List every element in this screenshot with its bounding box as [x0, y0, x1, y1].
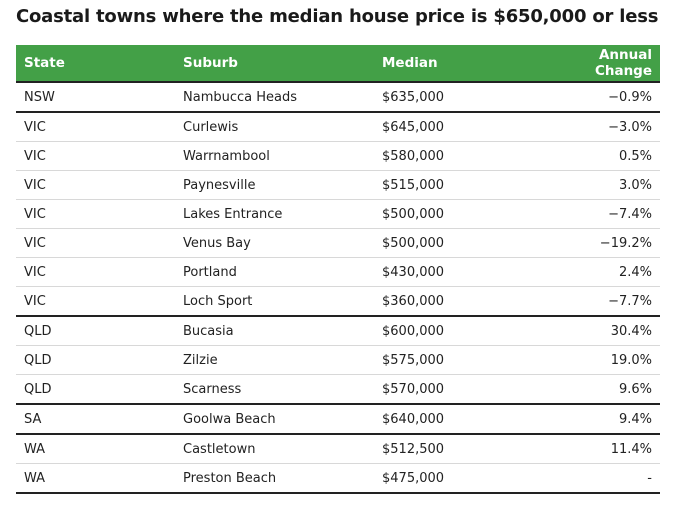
cell-annual-change: - [535, 463, 660, 494]
table-row: VIC Lakes Entrance $500,000 −7.4% [16, 199, 660, 229]
table-row: VIC Loch Sport $360,000 −7.7% [16, 286, 660, 317]
cell-median: $512,500 [374, 434, 535, 464]
cell-annual-change: −3.0% [535, 112, 660, 142]
cell-state: QLD [16, 374, 175, 405]
cell-suburb: Bucasia [175, 316, 374, 346]
cell-median: $570,000 [374, 374, 535, 405]
cell-state: QLD [16, 345, 175, 375]
cell-annual-change: 3.0% [535, 170, 660, 200]
cell-median: $500,000 [374, 199, 535, 229]
cell-median: $475,000 [374, 463, 535, 494]
cell-median: $645,000 [374, 112, 535, 142]
cell-annual-change: −0.9% [535, 82, 660, 113]
cell-annual-change: 11.4% [535, 434, 660, 464]
cell-median: $360,000 [374, 286, 535, 317]
cell-median: $430,000 [374, 257, 535, 287]
cell-suburb: Zilzie [175, 345, 374, 375]
cell-state: SA [16, 404, 175, 435]
page-title: Coastal towns where the median house pri… [16, 6, 659, 27]
table-row: QLD Bucasia $600,000 30.4% [16, 316, 660, 346]
table-row: VIC Paynesville $515,000 3.0% [16, 170, 660, 200]
cell-state: VIC [16, 228, 175, 258]
cell-median: $575,000 [374, 345, 535, 375]
cell-annual-change: 9.6% [535, 374, 660, 405]
cell-state: QLD [16, 316, 175, 346]
cell-median: $600,000 [374, 316, 535, 346]
cell-state: VIC [16, 141, 175, 171]
cell-suburb: Loch Sport [175, 286, 374, 317]
cell-suburb: Warrnambool [175, 141, 374, 171]
cell-annual-change: 2.4% [535, 257, 660, 287]
cell-median: $500,000 [374, 228, 535, 258]
table-row: VIC Warrnambool $580,000 0.5% [16, 141, 660, 171]
cell-state: WA [16, 463, 175, 494]
median-price-table: State Suburb Median Annual Change NSW Nam… [16, 45, 660, 494]
cell-suburb: Lakes Entrance [175, 199, 374, 229]
cell-median: $640,000 [374, 404, 535, 435]
cell-suburb: Curlewis [175, 112, 374, 142]
table-header-row: State Suburb Median Annual Change [16, 45, 660, 83]
table-row: WA Castletown $512,500 11.4% [16, 434, 660, 464]
cell-state: VIC [16, 199, 175, 229]
table-row: NSW Nambucca Heads $635,000 −0.9% [16, 82, 660, 113]
cell-suburb: Preston Beach [175, 463, 374, 494]
table-row: SA Goolwa Beach $640,000 9.4% [16, 404, 660, 435]
cell-median: $515,000 [374, 170, 535, 200]
cell-state: VIC [16, 170, 175, 200]
cell-suburb: Castletown [175, 434, 374, 464]
cell-suburb: Venus Bay [175, 228, 374, 258]
cell-state: WA [16, 434, 175, 464]
table-row: QLD Zilzie $575,000 19.0% [16, 345, 660, 375]
table-row: VIC Portland $430,000 2.4% [16, 257, 660, 287]
cell-suburb: Paynesville [175, 170, 374, 200]
cell-annual-change: −7.4% [535, 199, 660, 229]
cell-annual-change: −7.7% [535, 286, 660, 317]
header-suburb: Suburb [175, 45, 374, 83]
cell-state: NSW [16, 82, 175, 113]
cell-suburb: Goolwa Beach [175, 404, 374, 435]
cell-median: $635,000 [374, 82, 535, 113]
cell-state: VIC [16, 286, 175, 317]
cell-annual-change: 9.4% [535, 404, 660, 435]
cell-median: $580,000 [374, 141, 535, 171]
cell-annual-change: 19.0% [535, 345, 660, 375]
table-row: WA Preston Beach $475,000- [16, 463, 660, 494]
cell-suburb: Nambucca Heads [175, 82, 374, 113]
table-body: NSW Nambucca Heads $635,000 −0.9% VIC Curlewi… [16, 82, 660, 494]
cell-suburb: Scarness [175, 374, 374, 405]
header-state: State [16, 45, 175, 83]
cell-suburb: Portland [175, 257, 374, 287]
cell-annual-change: 30.4% [535, 316, 660, 346]
cell-annual-change: 0.5% [535, 141, 660, 171]
cell-state: VIC [16, 112, 175, 142]
cell-state: VIC [16, 257, 175, 287]
header-annual-change: Annual Change [535, 45, 660, 83]
cell-annual-change: −19.2% [535, 228, 660, 258]
header-median: Median [374, 45, 535, 83]
table-row: VIC Venus Bay $500,000 −19.2% [16, 228, 660, 258]
table-row: QLD Scarness $570,000 9.6% [16, 374, 660, 405]
table-row: VIC Curlewis $645,000 −3.0% [16, 112, 660, 142]
